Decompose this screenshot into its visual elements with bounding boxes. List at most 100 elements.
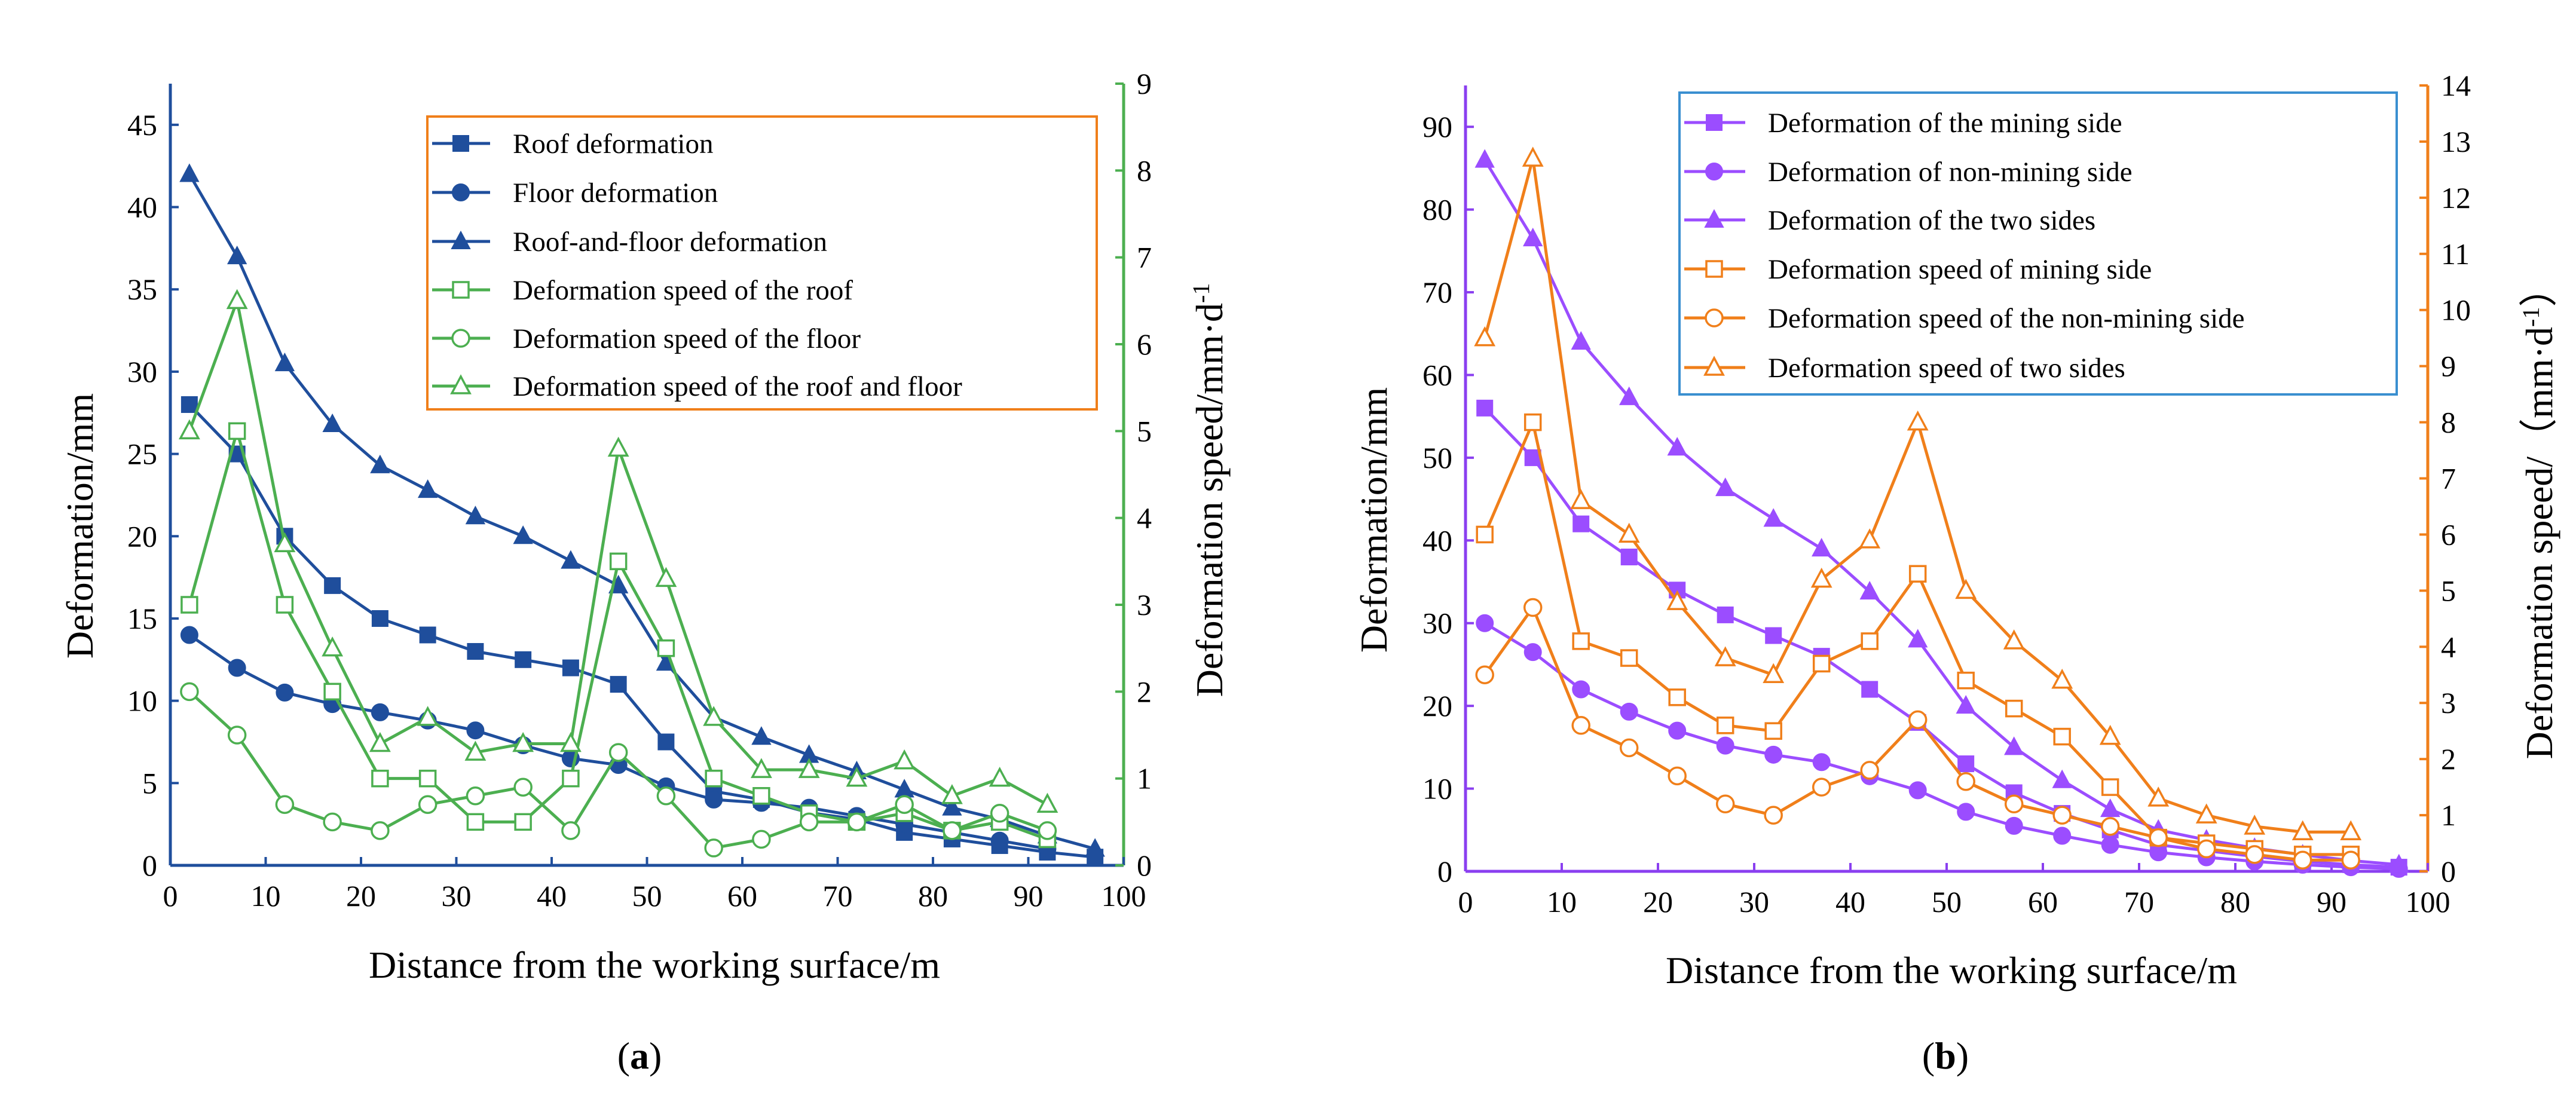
panel-a-series-6-point [1036, 792, 1058, 813]
panel-a-label-close: ) [649, 1034, 662, 1077]
panel-b-y-tick-label: 20 [1422, 689, 1452, 723]
panel-a-series-4-point [228, 422, 246, 440]
panel-b-y2-title-sup: -1 [2517, 307, 2544, 327]
panel-a-series-3-point [561, 550, 581, 569]
panel-b-y2-tick-label: 8 [2441, 406, 2456, 439]
panel-a-x-tick-label: 100 [1102, 879, 1146, 913]
panel-b-series-1-point [1476, 399, 1494, 417]
panel-a-label: (a) [617, 1034, 662, 1077]
panel-a-series-5-point [418, 795, 438, 815]
panel-a-series-5-point [895, 795, 914, 815]
panel-b-series-1-point [1572, 515, 1590, 532]
panel-b-series-1-point [1861, 681, 1879, 698]
panel-a-series-4-point [514, 813, 532, 831]
panel-a-y2-tick-label: 7 [1137, 241, 1152, 274]
panel-a-series-6-point [512, 731, 534, 752]
panel-b-y2-tick-label: 0 [2441, 855, 2456, 888]
panel-a-series-5-point [752, 829, 771, 849]
panel-b-series-6-point [1955, 578, 1977, 599]
panel-b-series-6-point [2195, 803, 2217, 824]
panel-a-y2-title-main: Deformation speed/mm·d [1188, 303, 1231, 697]
panel-b-legend: Deformation of the mining side Deformatio… [1684, 108, 2245, 384]
panel-a-legend-swatch-marker [452, 183, 470, 201]
panel-b-x-tick-label: 30 [1739, 885, 1769, 919]
panel-b-series-5-point [2004, 794, 2024, 814]
panel-a-legend-swatch-marker [451, 329, 470, 348]
panel-a-series-5-point [275, 795, 295, 815]
panel-a-x-tick-label: 90 [1014, 879, 1044, 913]
panel-b-y-tick-label: 90 [1422, 110, 1452, 143]
panel-a-series-6-point [559, 731, 582, 752]
panel-a-x-tick-label: 50 [632, 879, 662, 913]
panel-b-y2-tick-label: 10 [2441, 293, 2471, 327]
panel-b-y-tick-label: 30 [1422, 607, 1452, 640]
panel-b-series-4-point [2005, 699, 2023, 718]
panel-b-y-tick-label: 10 [1422, 772, 1452, 806]
panel-a-y2-tick-label: 9 [1137, 67, 1152, 100]
panel-b-series-6-point [2099, 724, 2121, 745]
panel-a-x-tick-label: 20 [346, 879, 376, 913]
panel-b-x-tick-label: 10 [1547, 885, 1577, 919]
panel-b-legend-label: Deformation speed of mining side [1768, 254, 2152, 285]
panel-b-y-tick-label: 60 [1422, 358, 1452, 391]
panel-b-y2-title-main: Deformation speed/（mm·d [2518, 327, 2560, 759]
panel-a-series-5-point [466, 786, 485, 806]
panel-a-series-3-point [417, 479, 438, 498]
panel-b-label-close: ) [1956, 1034, 1969, 1077]
panel-a-series-3-point [465, 506, 486, 525]
panel-b-x-tick-label: 20 [1643, 885, 1673, 919]
panel-b-series-5-point [1619, 738, 1639, 758]
panel-a-series-1-point [324, 577, 341, 594]
panel-a-series-1-point [562, 659, 579, 677]
panel-a-series-4-point [752, 786, 770, 805]
panel-b-legend-entry: Deformation of non-mining side [1684, 157, 2133, 188]
panel-b-series-5-point [2196, 839, 2216, 859]
panel-b-x-tick-label: 70 [2124, 885, 2154, 919]
panel-b-x-tick-label: 80 [2220, 885, 2250, 919]
panel-a-series-2-point [990, 831, 1009, 850]
panel-a-series-3-point [942, 797, 962, 816]
panel-a-legend-label: Deformation speed of the floor [513, 323, 861, 354]
panel-b-series-6-point [1859, 528, 1881, 549]
panel-a-series-5-point [656, 786, 676, 806]
panel-b-series-5-point [2293, 850, 2312, 870]
panel-a: Deformation/mm Deformation speed/mm·d-1 … [59, 67, 1231, 1077]
panel-b-series-5-point [2100, 817, 2120, 836]
panel-a-label-letter: a [630, 1034, 649, 1077]
panel-b-y2-tick-label: 4 [2441, 630, 2456, 663]
panel-b-series-5-point [1668, 766, 1687, 786]
panel-b-y2-tick-label: 13 [2441, 125, 2471, 158]
panel-b-legend-label: Deformation of non-mining side [1768, 157, 2133, 188]
panel-b-y-tick-label: 70 [1422, 276, 1452, 309]
panel-a-legend-entry: Roof-and-floor deformation [432, 226, 827, 258]
panel-a-series-1-point [515, 651, 532, 668]
panel-b-y2-tick-label: 14 [2441, 69, 2471, 102]
panel-b-series-2-point [1476, 614, 1494, 632]
panel-b-x-tick-label: 60 [2028, 885, 2058, 919]
panel-a-legend-swatch-marker [450, 374, 472, 394]
panel-a-x-axis-title: Distance from the working surface/m [369, 944, 940, 986]
panel-a-series-4-point [371, 769, 389, 788]
panel-b-series-1-point [1717, 606, 1734, 623]
panel-b-label-open: ( [1922, 1034, 1935, 1077]
panel-b-legend-swatch-marker [1705, 260, 1723, 278]
panel-b-series-6-point [1714, 646, 1736, 666]
panel-b-y-tick-label: 50 [1422, 441, 1452, 475]
panel-b-y2-tick-label: 5 [2441, 574, 2456, 607]
panel-a-y-tick-label: 30 [127, 355, 157, 388]
panel-b-series-2-point [1957, 803, 1975, 821]
panel-b-series-6-point [1570, 489, 1592, 509]
panel-b-legend-swatch-marker [1703, 356, 1725, 376]
panel-a-series-6-point [894, 749, 916, 770]
panel-a-series-3-point [322, 413, 342, 433]
panel-a-series-6-point [226, 289, 248, 310]
panel-a-series-5-point [561, 821, 580, 840]
panel-b-series-6-point [1618, 522, 1640, 543]
panel-b-series-5-point [1764, 806, 1783, 825]
panel-b-y2-tick-label: 7 [2441, 462, 2456, 495]
panel-b-series-4-point [2053, 727, 2071, 746]
panel-b-series-2-point [1620, 702, 1638, 721]
panel-b-y-tick-label: 0 [1437, 855, 1452, 888]
panel-a-y-tick-label: 15 [127, 602, 157, 635]
